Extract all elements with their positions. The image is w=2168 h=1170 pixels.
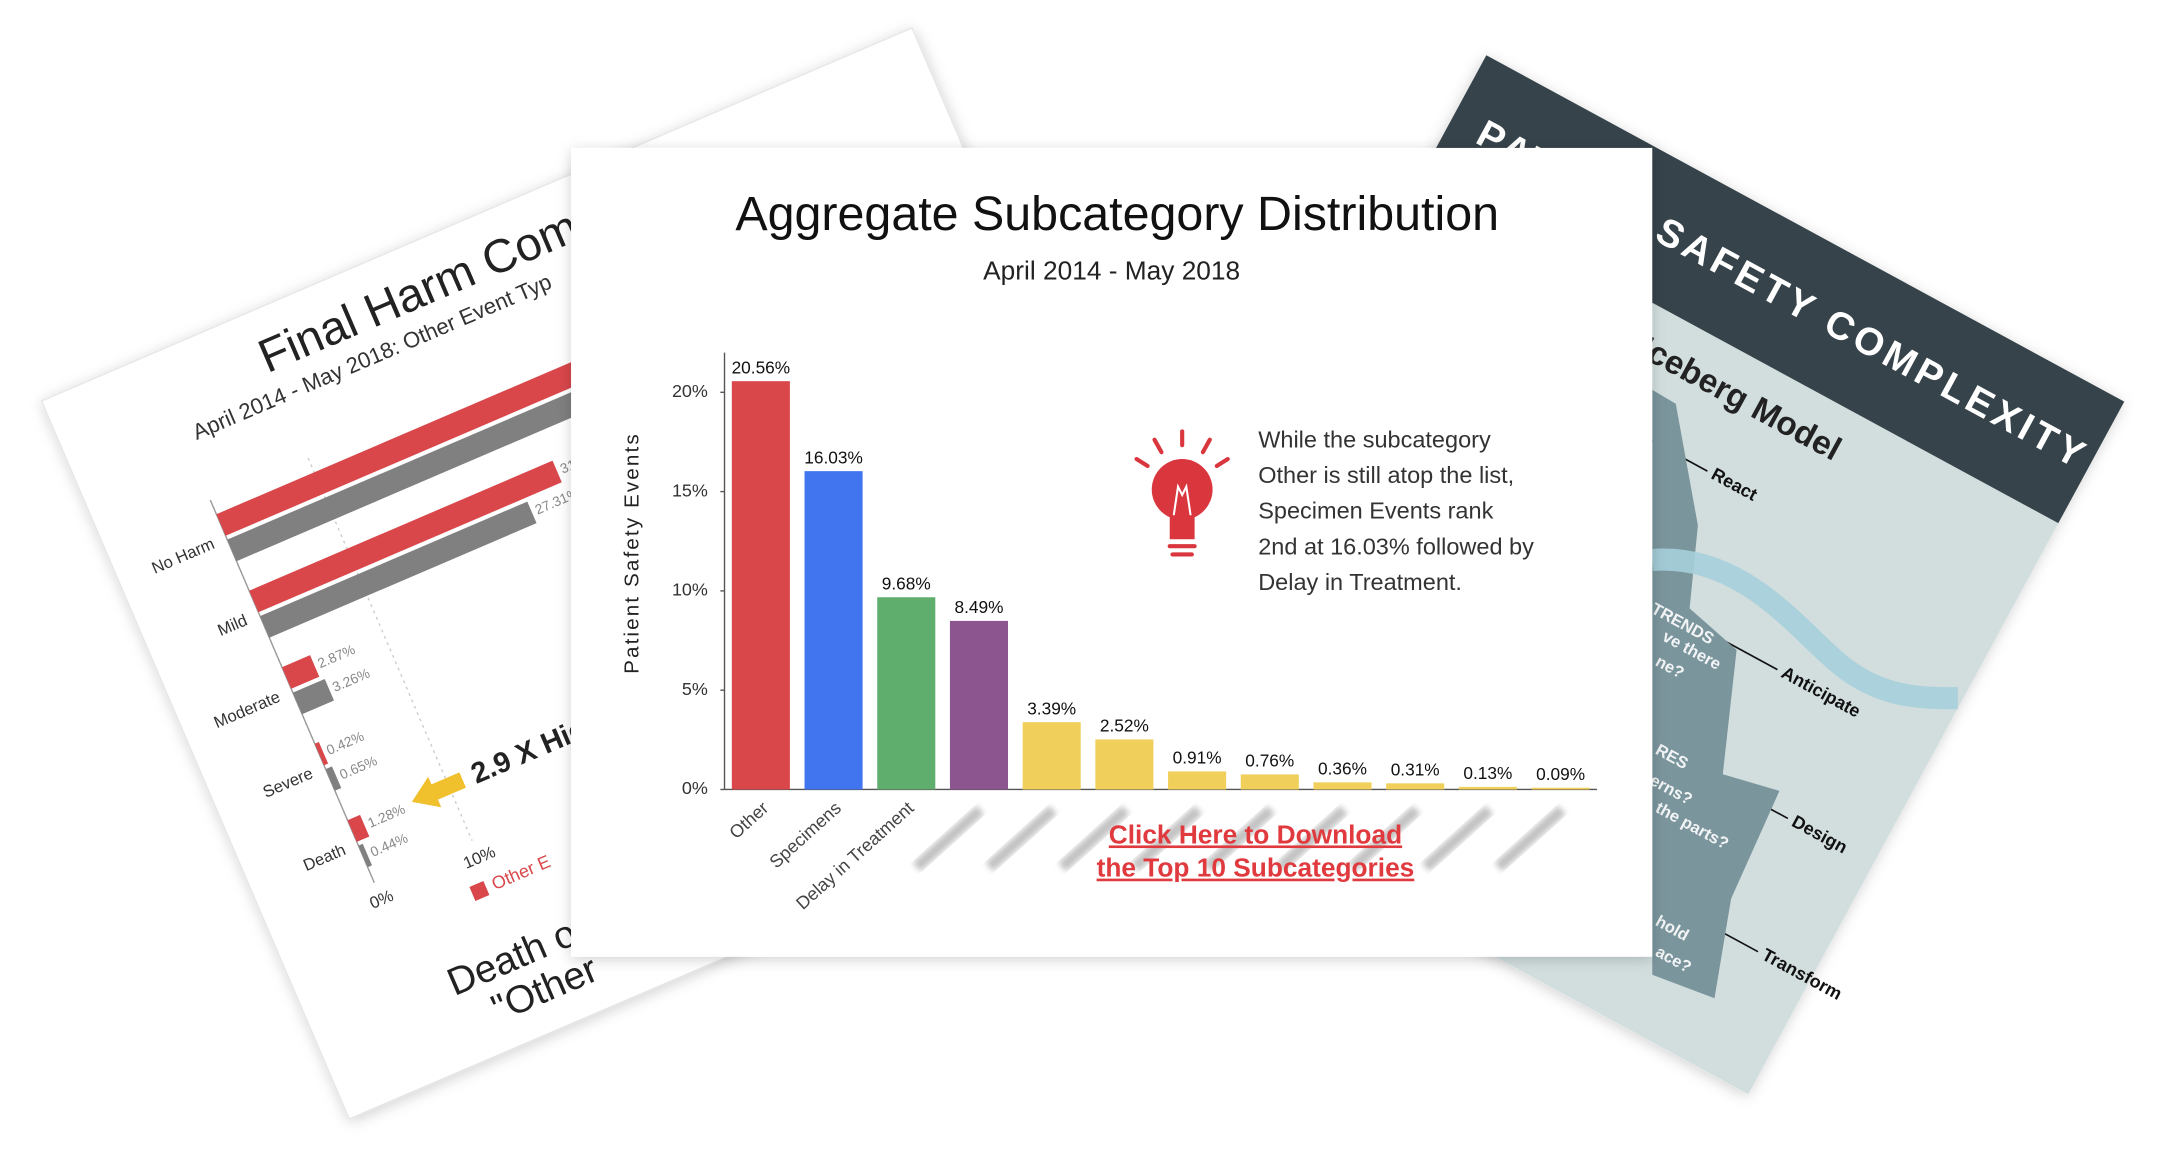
y-tick-label: 15% [672,480,708,500]
y-axis-label: Patient Safety Events [621,432,644,674]
value-label: 0.36% [1318,758,1367,778]
blurred-label [985,805,1057,872]
value-label: 20.56% [732,357,791,377]
blurred-label [1421,805,1494,872]
bar [260,501,537,638]
bar [1313,782,1372,790]
y-axis [209,499,375,883]
bar [1240,774,1299,790]
bar [1022,722,1081,790]
bar [358,843,372,868]
y-tick-label: 0% [682,778,708,798]
y-tick-label: 5% [682,679,708,699]
blurred-label [1058,805,1130,872]
bar [1458,786,1517,790]
blurred-label [1349,805,1421,872]
water-line [1651,548,1958,710]
value-label: 0.76% [1245,751,1294,771]
annotation-line: Delay in Treatment. [1258,569,1462,595]
iceberg [1652,389,1780,999]
annotation-line: 2nd at 16.03% followed by [1258,533,1534,559]
blurred-label [912,805,985,872]
grid-line [307,457,473,841]
value-label: 0.31% [1391,759,1440,779]
value-label: 16.03% [804,447,863,467]
blurred-label [1203,805,1275,872]
value-label: 0.13% [1463,763,1512,783]
annotation-line: Specimen Events rank [1258,498,1493,524]
chart-subtitle: April 2014 - May 2018 [983,255,1240,285]
bar [731,381,790,790]
blurred-label [1131,805,1203,872]
bar [877,597,936,790]
annotation-line: While the subcategory [1258,426,1491,452]
bar [347,814,370,842]
bar [1095,739,1154,790]
download-link[interactable]: Click Here to Download [1109,819,1402,849]
value-label: 8.49% [954,597,1003,617]
bar [949,620,1009,790]
main-card: Aggregate Subcategory Distribution April… [571,147,1653,957]
bar [1386,783,1445,790]
arrow-icon [411,772,466,808]
blurred-label [1276,805,1348,872]
value-label: 3.39% [1027,698,1076,718]
chart-title: Aggregate Subcategory Distribution [735,187,1499,241]
blurred-label [1494,805,1566,872]
value-label: 2.52% [1100,716,1149,736]
legend-swatch [469,880,490,901]
bar [281,655,320,689]
bar [804,471,863,790]
bar [249,460,562,613]
download-link[interactable]: the Top 10 Subcategories [1097,853,1415,883]
bulb-icon [1134,429,1230,557]
bar [314,741,329,766]
bar [292,678,335,715]
bar [1531,787,1590,790]
y-tick-label: 10% [672,580,708,600]
value-label: 0.09% [1536,764,1585,784]
bar [1168,771,1227,790]
value-label: 0.91% [1173,748,1222,768]
bar [325,766,342,791]
y-tick-label: 20% [672,381,708,401]
annotation-line: Other is still atop the list, [1258,462,1514,488]
value-label: 9.68% [882,573,931,593]
